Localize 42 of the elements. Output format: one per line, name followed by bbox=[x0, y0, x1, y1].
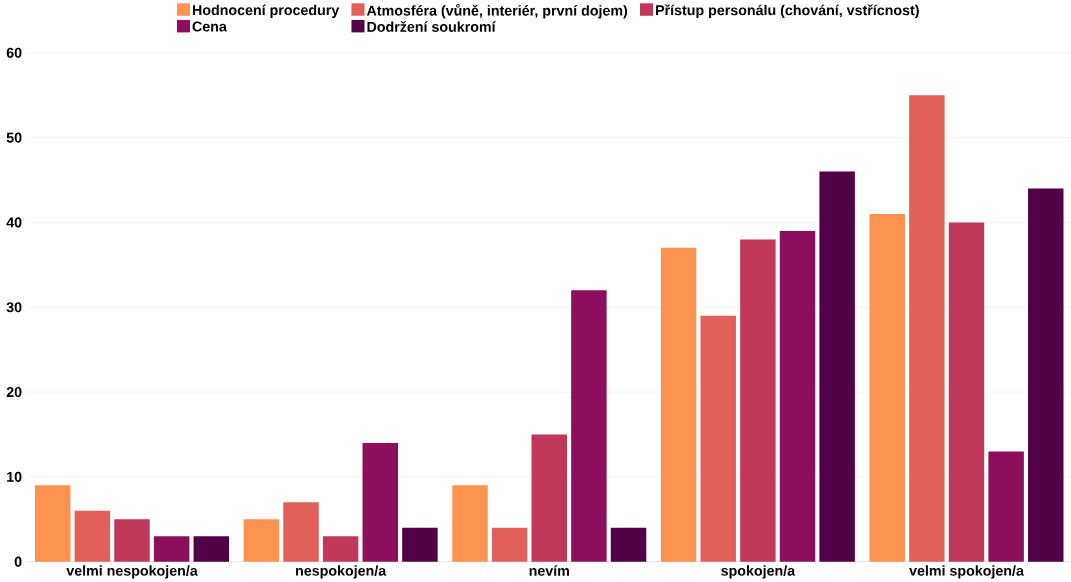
y-tick-label: 0 bbox=[14, 556, 22, 567]
bar bbox=[819, 171, 855, 562]
bar bbox=[452, 485, 488, 562]
x-tick-label: nespokojen/a bbox=[296, 565, 387, 579]
bar bbox=[700, 315, 736, 562]
legend-label: Cena bbox=[192, 21, 227, 32]
bar bbox=[779, 230, 816, 562]
bar bbox=[610, 527, 647, 562]
bar bbox=[283, 502, 319, 562]
x-tick-label: spokojen/a bbox=[721, 565, 796, 579]
y-tick-label: 30 bbox=[6, 302, 22, 313]
bar bbox=[948, 222, 985, 562]
y-tick-label: 50 bbox=[6, 132, 22, 143]
bar bbox=[74, 510, 111, 562]
bar bbox=[531, 434, 567, 562]
bar bbox=[153, 536, 190, 562]
bar bbox=[362, 442, 398, 562]
x-tick-label: velmi nespokojen/a bbox=[66, 565, 198, 579]
y-tick-label: 20 bbox=[6, 387, 22, 398]
legend-label: Hodnocení procedury bbox=[192, 4, 340, 18]
bar bbox=[740, 239, 776, 562]
bar bbox=[322, 536, 359, 562]
bar bbox=[243, 519, 280, 562]
bar bbox=[660, 247, 697, 562]
y-tick-label: 10 bbox=[7, 471, 22, 482]
x-tick-label: velmi spokojen/a bbox=[909, 565, 1024, 579]
y-tick-label: 40 bbox=[6, 217, 22, 228]
bar bbox=[35, 485, 71, 562]
bar bbox=[491, 527, 528, 562]
bar bbox=[1028, 188, 1064, 562]
bar bbox=[988, 451, 1024, 562]
bar bbox=[193, 536, 230, 562]
legend-label: Přístup personálu (chování, vstřícnost) bbox=[656, 4, 919, 19]
x-tick-label: nevím bbox=[529, 565, 569, 576]
legend-label: Dodržení soukromí bbox=[367, 21, 496, 32]
bar bbox=[571, 290, 607, 562]
bar bbox=[114, 519, 150, 562]
legend-label: Atmosféra (vůně, interiér, první dojem) bbox=[366, 4, 628, 19]
y-tick-label: 60 bbox=[6, 47, 22, 58]
bar bbox=[909, 95, 945, 562]
bar bbox=[869, 213, 905, 562]
bar bbox=[402, 527, 438, 562]
